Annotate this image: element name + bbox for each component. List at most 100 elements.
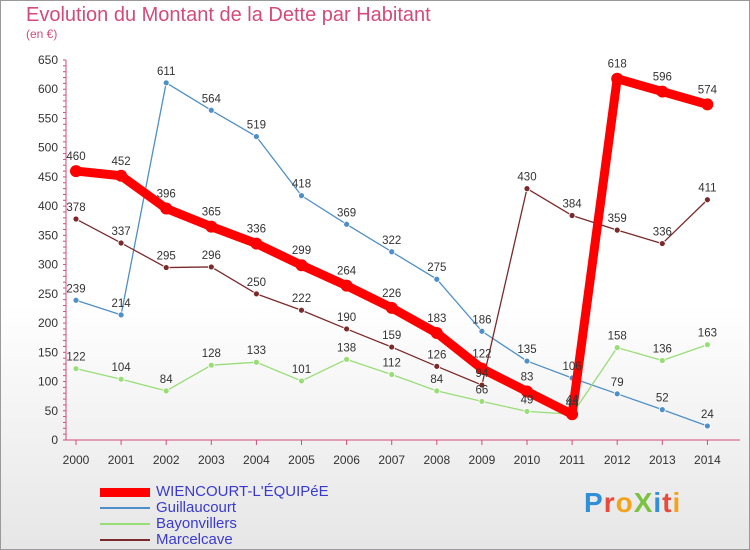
chart-unit-label: (en €): [26, 27, 58, 41]
x-tick-label: 2013: [649, 453, 676, 467]
data-point-wiencourt: [521, 385, 533, 398]
data-label-wiencourt: 336: [247, 224, 266, 236]
data-label-wiencourt: 226: [382, 288, 401, 300]
x-tick-label: 2012: [604, 453, 631, 467]
data-point-marcelcave: [72, 215, 80, 223]
proxiti-logo: ProXiti: [584, 487, 682, 518]
data-point-wiencourt: [430, 327, 443, 340]
data-point-marcelcave: [568, 212, 576, 219]
data-label-marcelcave: 190: [337, 312, 356, 324]
data-point-bayonvillers: [207, 361, 215, 369]
data-label-bayonvillers: 49: [521, 394, 534, 406]
data-point-guillaucourt: [162, 79, 170, 87]
data-label-guillaucourt: 611: [157, 66, 175, 78]
data-point-bayonvillers: [117, 375, 125, 383]
data-point-bayonvillers: [252, 358, 260, 366]
data-point-wiencourt: [250, 237, 263, 250]
data-point-wiencourt: [656, 85, 669, 98]
data-label-wiencourt: 396: [157, 188, 176, 200]
data-label-bayonvillers: 128: [202, 348, 221, 360]
chart-title: Evolution du Montant de la Dette par Hab…: [26, 4, 431, 26]
data-point-marcelcave: [162, 264, 170, 271]
legend-swatch-wiencourt: [100, 487, 150, 497]
data-label-guillaucourt: 239: [66, 283, 85, 295]
y-tick-label: 650: [38, 53, 58, 67]
data-label-guillaucourt: 564: [202, 93, 222, 105]
data-label-guillaucourt: 106: [563, 361, 582, 373]
y-tick-label: 500: [38, 141, 58, 155]
data-label-guillaucourt: 24: [701, 409, 714, 421]
data-point-marcelcave: [207, 263, 215, 271]
data-point-marcelcave: [523, 185, 531, 193]
data-point-marcelcave: [478, 381, 486, 389]
y-tick-label: 100: [38, 375, 58, 389]
data-label-bayonvillers: 133: [247, 345, 266, 357]
data-point-marcelcave: [433, 362, 441, 370]
data-point-bayonvillers: [613, 344, 621, 352]
y-tick-label: 0: [51, 433, 58, 447]
data-label-bayonvillers: 84: [160, 374, 173, 386]
legend-item-bayonvillers: Bayonvillers: [100, 516, 329, 532]
data-label-wiencourt: 264: [337, 266, 357, 278]
data-point-wiencourt: [295, 259, 308, 272]
data-label-guillaucourt: 186: [472, 314, 491, 326]
data-label-marcelcave: 336: [653, 227, 672, 239]
legend-item-marcelcave: Marcelcave: [100, 532, 329, 548]
data-label-marcelcave: 222: [292, 293, 311, 305]
y-tick-label: 350: [38, 228, 58, 242]
data-point-guillaucourt: [613, 390, 621, 398]
data-point-bayonvillers: [523, 407, 531, 415]
y-tick-label: 550: [38, 111, 58, 125]
x-tick-label: 2000: [63, 453, 90, 467]
data-point-guillaucourt: [117, 311, 125, 319]
data-label-marcelcave: 159: [382, 330, 401, 342]
data-label-guillaucourt: 135: [517, 344, 536, 356]
data-label-bayonvillers: 158: [608, 331, 627, 343]
data-point-bayonvillers: [162, 387, 170, 395]
data-label-marcelcave: 250: [247, 277, 266, 289]
data-point-wiencourt: [611, 72, 624, 85]
data-label-guillaucourt: 322: [382, 235, 401, 247]
data-label-bayonvillers: 104: [112, 362, 132, 374]
data-label-guillaucourt: 275: [427, 262, 446, 274]
data-point-bayonvillers: [433, 387, 441, 395]
data-label-bayonvillers: 112: [383, 358, 401, 370]
data-label-wiencourt: 44: [566, 394, 579, 406]
legend-swatch-guillaucourt: [100, 507, 150, 509]
x-tick-label: 2011: [559, 453, 585, 467]
data-point-bayonvillers: [478, 398, 486, 405]
data-label-marcelcave: 378: [66, 202, 85, 214]
y-tick-label: 450: [38, 170, 58, 184]
x-tick-label: 2010: [514, 453, 541, 467]
data-label-bayonvillers: 66: [476, 384, 489, 396]
legend-label-bayonvillers: Bayonvillers: [156, 515, 237, 532]
data-label-guillaucourt: 52: [656, 393, 669, 405]
data-point-marcelcave: [343, 325, 351, 333]
x-tick-label: 2009: [469, 453, 496, 467]
data-label-bayonvillers: 44: [566, 397, 579, 409]
data-point-guillaucourt: [252, 133, 260, 140]
data-label-bayonvillers: 136: [653, 343, 672, 355]
data-point-guillaucourt: [388, 248, 396, 256]
x-tick-label: 2003: [198, 453, 225, 467]
data-label-wiencourt: 122: [472, 349, 491, 361]
legend-label-marcelcave: Marcelcave: [156, 531, 233, 548]
legend: WIENCOURT-L'ÉQUIPéE Guillaucourt Bayonvi…: [100, 484, 329, 548]
data-point-bayonvillers: [704, 341, 711, 349]
data-point-wiencourt: [701, 98, 714, 111]
data-label-wiencourt: 83: [521, 371, 534, 383]
data-label-wiencourt: 183: [427, 313, 446, 325]
data-label-marcelcave: 430: [517, 172, 536, 184]
data-label-marcelcave: 384: [563, 199, 583, 211]
data-label-bayonvillers: 138: [337, 342, 356, 354]
legend-swatch-marcelcave: [100, 539, 150, 541]
data-point-guillaucourt: [298, 192, 305, 200]
data-point-guillaucourt: [704, 422, 711, 430]
data-point-wiencourt: [205, 220, 218, 233]
data-point-guillaucourt: [343, 220, 351, 228]
data-point-marcelcave: [658, 240, 666, 247]
data-point-wiencourt: [70, 165, 82, 178]
data-point-bayonvillers: [343, 355, 351, 363]
data-label-wiencourt: 618: [608, 59, 627, 71]
